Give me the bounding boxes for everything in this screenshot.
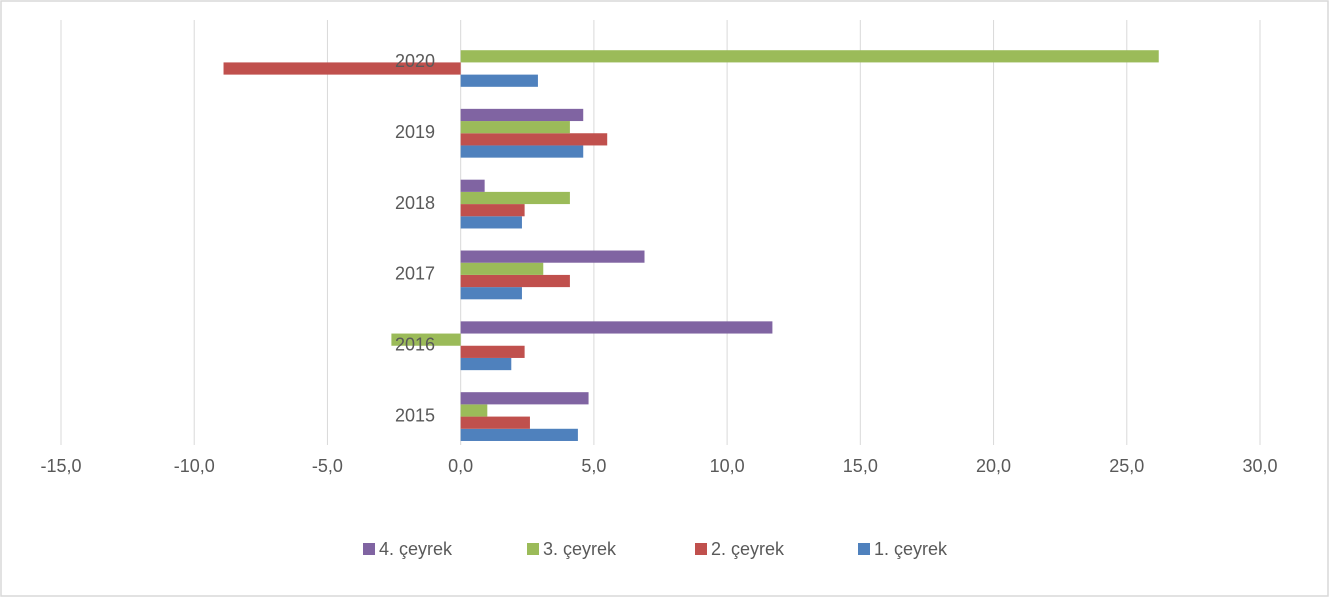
bar bbox=[460, 250, 645, 263]
legend-label: 2. çeyrek bbox=[711, 539, 785, 559]
x-tick-label: 15,0 bbox=[843, 456, 878, 476]
bar bbox=[460, 274, 570, 288]
y-tick-label: 2020 bbox=[395, 51, 435, 71]
bar bbox=[460, 145, 584, 158]
bar bbox=[460, 392, 589, 405]
x-tick-label: -15,0 bbox=[40, 456, 81, 476]
x-tick-label: -5,0 bbox=[312, 456, 343, 476]
bar bbox=[460, 345, 525, 358]
bar bbox=[460, 321, 773, 334]
x-tick-label: 0,0 bbox=[448, 456, 473, 476]
bar bbox=[460, 416, 530, 429]
bar bbox=[223, 62, 461, 75]
bar bbox=[460, 133, 608, 146]
bar bbox=[460, 357, 512, 371]
bar bbox=[460, 428, 578, 441]
x-tick-label: 25,0 bbox=[1109, 456, 1144, 476]
y-tick-label: 2015 bbox=[395, 405, 435, 425]
x-tick-label: 10,0 bbox=[710, 456, 745, 476]
legend-swatch bbox=[527, 543, 539, 555]
bar bbox=[460, 191, 570, 205]
bar bbox=[460, 179, 485, 192]
x-tick-label: 20,0 bbox=[976, 456, 1011, 476]
bar bbox=[460, 287, 522, 300]
legend-label: 1. çeyrek bbox=[874, 539, 948, 559]
y-tick-label: 2017 bbox=[395, 264, 435, 284]
bar bbox=[391, 333, 461, 346]
x-tick-label: 5,0 bbox=[581, 456, 606, 476]
legend-label: 4. çeyrek bbox=[379, 539, 453, 559]
legend-swatch bbox=[363, 543, 375, 555]
bar bbox=[460, 404, 488, 417]
legend-swatch bbox=[695, 543, 707, 555]
legend-swatch bbox=[858, 543, 870, 555]
y-tick-label: 2019 bbox=[395, 122, 435, 142]
y-tick-label: 2018 bbox=[395, 193, 435, 213]
x-tick-label: 30,0 bbox=[1242, 456, 1277, 476]
y-tick-label: 2016 bbox=[395, 335, 435, 355]
bar bbox=[460, 108, 584, 122]
bar bbox=[460, 262, 544, 275]
bar bbox=[460, 50, 1159, 63]
bar bbox=[460, 74, 538, 87]
bar bbox=[460, 204, 525, 217]
bar bbox=[460, 121, 570, 134]
legend-label: 3. çeyrek bbox=[543, 539, 617, 559]
bar bbox=[460, 216, 522, 229]
x-tick-label: -10,0 bbox=[174, 456, 215, 476]
